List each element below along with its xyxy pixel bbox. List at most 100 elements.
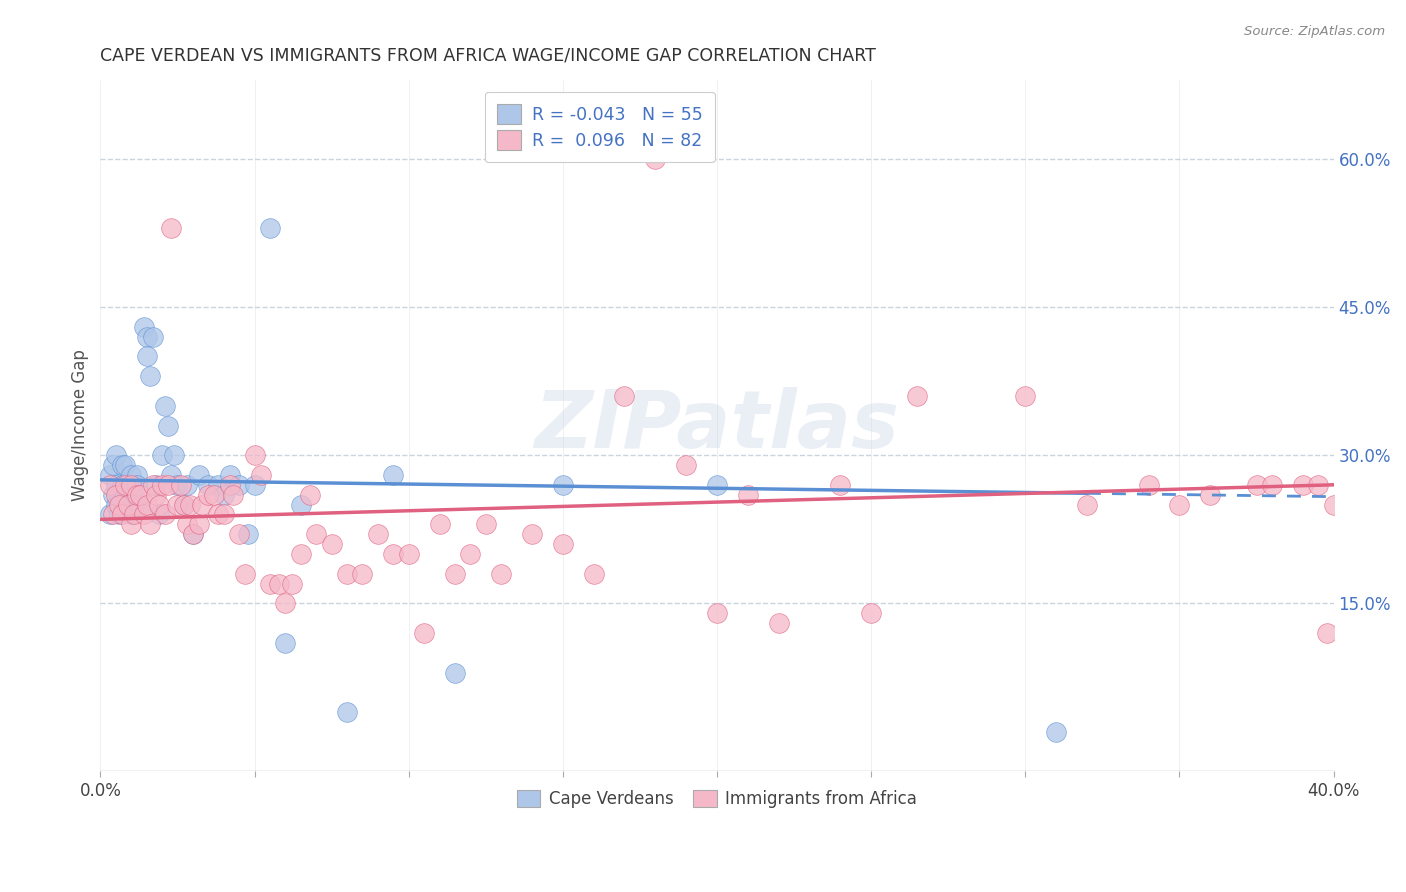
Point (218, 467, 240, 482)
Point (150, 448, 173, 462)
Point (120, 508, 142, 522)
Point (166, 478, 188, 492)
Point (176, 478, 198, 492)
Y-axis label: Wage/Income Gap: Wage/Income Gap (72, 350, 89, 501)
Point (163, 448, 186, 462)
Point (145, 488, 167, 502)
Point (108, 498, 131, 512)
Point (444, 665, 467, 680)
Point (114, 458, 136, 472)
Point (860, 607, 883, 621)
Point (98, 508, 121, 522)
Point (905, 389, 928, 403)
Point (582, 566, 605, 581)
Text: CAPE VERDEAN VS IMMIGRANTS FROM AFRICA WAGE/INCOME GAP CORRELATION CHART: CAPE VERDEAN VS IMMIGRANTS FROM AFRICA W… (100, 46, 876, 64)
Point (706, 478, 728, 492)
Point (120, 517, 142, 532)
Point (127, 478, 149, 492)
Point (132, 319, 155, 334)
Point (551, 537, 574, 551)
Point (142, 329, 165, 343)
Point (135, 329, 157, 343)
Point (474, 517, 496, 532)
Point (122, 508, 145, 522)
Point (101, 488, 124, 502)
Point (274, 596, 297, 610)
Point (127, 488, 149, 502)
Point (157, 418, 180, 433)
Point (145, 478, 167, 492)
Point (269, 576, 291, 591)
Point (1137, 478, 1160, 492)
Point (243, 448, 266, 462)
Point (233, 566, 256, 581)
Legend: Cape Verdeans, Immigrants from Africa: Cape Verdeans, Immigrants from Africa (510, 783, 924, 815)
Point (238, 527, 260, 541)
Text: ZIPatlas: ZIPatlas (534, 386, 900, 465)
Point (298, 488, 321, 502)
Point (1292, 478, 1315, 492)
Point (114, 478, 136, 492)
Point (117, 478, 139, 492)
Point (138, 517, 160, 532)
Point (1261, 478, 1284, 492)
Point (249, 467, 271, 482)
Point (138, 369, 160, 384)
Point (212, 488, 235, 502)
Point (398, 547, 420, 561)
Point (737, 488, 759, 502)
Point (166, 498, 188, 512)
Point (104, 448, 127, 462)
Point (551, 478, 574, 492)
Point (228, 478, 250, 492)
Point (129, 498, 152, 512)
Point (98, 478, 121, 492)
Point (274, 636, 297, 650)
Point (101, 458, 124, 472)
Point (218, 478, 240, 492)
Point (352, 566, 374, 581)
Point (135, 349, 157, 363)
Point (135, 498, 157, 512)
Point (1045, 724, 1067, 739)
Point (111, 458, 134, 472)
Point (142, 478, 165, 492)
Point (336, 705, 359, 719)
Point (117, 498, 139, 512)
Point (207, 508, 229, 522)
Point (197, 488, 219, 502)
Text: Source: ZipAtlas.com: Source: ZipAtlas.com (1244, 25, 1385, 38)
Point (444, 566, 467, 581)
Point (382, 547, 405, 561)
Point (157, 478, 180, 492)
Point (204, 488, 226, 502)
Point (117, 498, 139, 512)
Point (108, 508, 131, 522)
Point (706, 607, 728, 621)
Point (160, 467, 183, 482)
Point (207, 478, 229, 492)
Point (280, 576, 302, 591)
Point (259, 576, 281, 591)
Point (114, 488, 136, 502)
Point (305, 527, 328, 541)
Point (104, 498, 127, 512)
Point (1316, 626, 1339, 640)
Point (181, 527, 204, 541)
Point (1246, 478, 1268, 492)
Point (1199, 488, 1222, 502)
Point (290, 547, 312, 561)
Point (122, 488, 145, 502)
Point (675, 458, 697, 472)
Point (98, 467, 121, 482)
Point (120, 478, 142, 492)
Point (173, 498, 195, 512)
Point (243, 478, 266, 492)
Point (1168, 498, 1191, 512)
Point (148, 498, 170, 512)
Point (768, 616, 790, 631)
Point (104, 488, 127, 502)
Point (290, 498, 312, 512)
Point (1014, 389, 1036, 403)
Point (489, 566, 512, 581)
